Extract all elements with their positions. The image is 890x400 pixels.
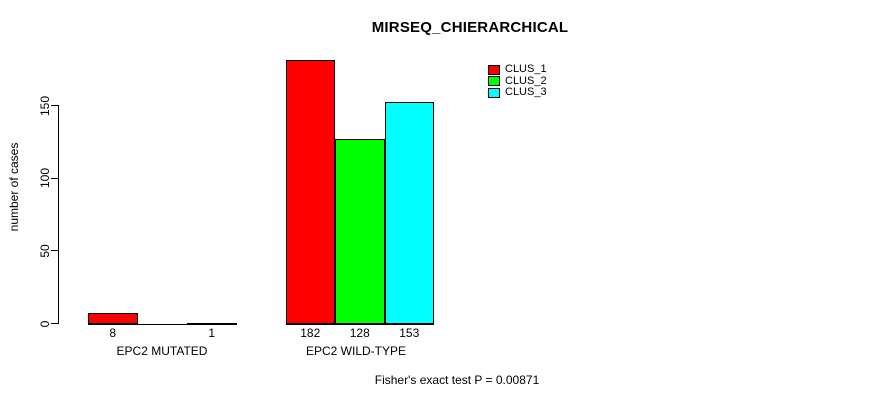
legend-swatch-clus-3 [488, 87, 500, 98]
y-tick-mark [51, 177, 58, 179]
x-category-label-wild-type: EPC2 WILD-TYPE [305, 344, 407, 358]
bar-value-label-epc2-mutated-clus-3: 1 [208, 326, 216, 340]
y-tick-label: 50 [38, 244, 52, 258]
bar-value-label-epc2-wild-type-clus-2: 128 [349, 326, 370, 340]
chart-title: MIRSEQ_CHIERARCHICAL [371, 19, 569, 36]
legend-swatch-clus-1 [488, 64, 500, 75]
bar-epc2-wild-type-clus-2 [335, 138, 385, 325]
legend-label: CLUS_3 [505, 86, 547, 99]
group-baseline [88, 323, 237, 325]
legend-item-clus-2: CLUS_2 [488, 74, 547, 87]
y-axis-line [58, 105, 59, 324]
bar-epc2-wild-type-clus-1 [285, 60, 335, 325]
bar-value-label-epc2-wild-type-clus-3: 153 [399, 326, 420, 340]
y-tick-label: 100 [38, 168, 52, 189]
y-tick-label: 0 [38, 320, 52, 327]
x-category-label-mutated: EPC2 MUTATED [116, 344, 208, 358]
legend-item-clus-1: CLUS_1 [488, 64, 547, 75]
bar-value-label-epc2-mutated-clus-1: 8 [109, 326, 117, 340]
legend-label: CLUS_2 [505, 74, 547, 87]
bar-value-label-epc2-wild-type-clus-1: 182 [300, 326, 321, 340]
fisher-test-footnote: Fisher's exact test P = 0.00871 [374, 373, 540, 387]
bar-epc2-mutated-clus-1 [88, 312, 138, 325]
y-tick-mark [51, 323, 58, 324]
legend-label: CLUS_1 [505, 63, 547, 75]
y-tick-mark [51, 105, 58, 107]
bar-epc2-mutated-clus-3 [187, 322, 237, 325]
legend-swatch-clus-2 [488, 76, 500, 87]
y-tick-label: 150 [38, 95, 52, 116]
y-tick-mark [51, 250, 58, 252]
bar-epc2-wild-type-clus-3 [384, 102, 434, 325]
legend-item-clus-3: CLUS_3 [488, 87, 547, 98]
